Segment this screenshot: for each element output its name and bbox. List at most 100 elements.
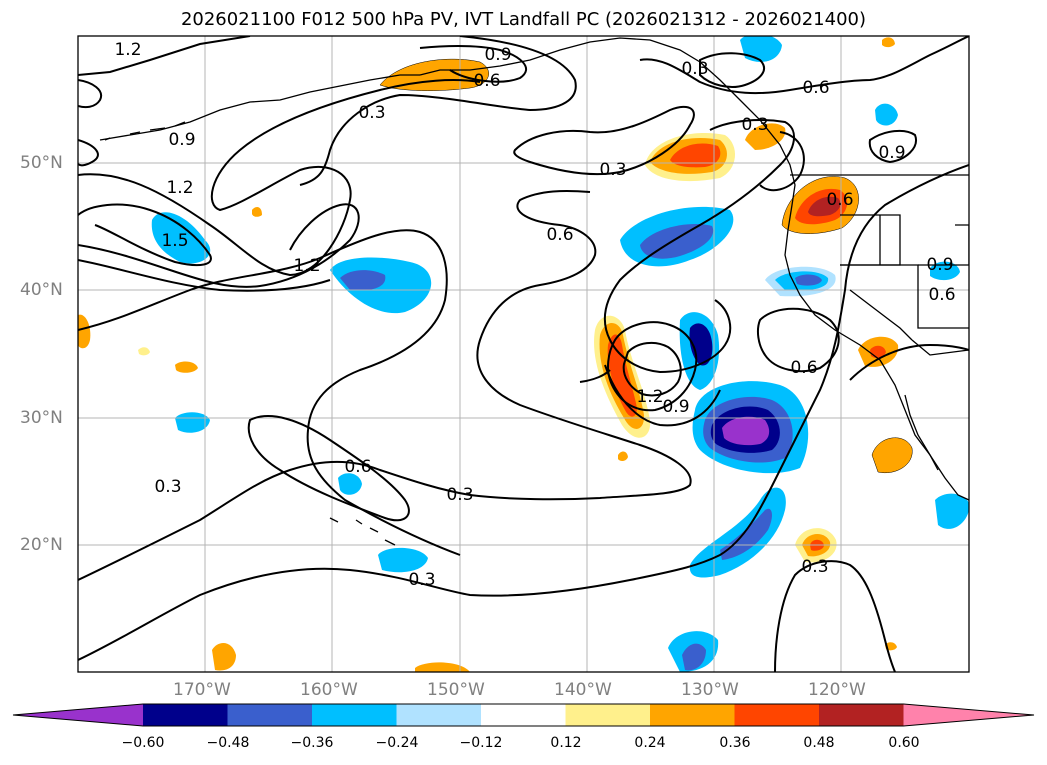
contour-line — [78, 79, 103, 109]
colorbar-segment — [734, 704, 820, 726]
negative-anomaly — [378, 547, 428, 573]
contour-label: 1.5 — [161, 231, 188, 251]
contour-label: 1.2 — [114, 40, 141, 60]
colorbar-tick: 0.24 — [634, 735, 666, 751]
negative-anomaly — [722, 416, 770, 446]
state-borders — [849, 289, 913, 341]
contour-line — [699, 52, 765, 88]
negative-anomaly — [689, 487, 786, 578]
lat-label-40n: 40°N — [20, 280, 63, 300]
negative-anomaly — [740, 36, 782, 62]
colorbar-tick: −0.12 — [459, 735, 503, 751]
contour-label: 0.3 — [408, 570, 435, 590]
colorbar-extension-min — [13, 704, 143, 726]
lon-label-150w: 150°W — [427, 680, 485, 700]
contour-line — [604, 364, 721, 427]
colorbar-extension-max — [903, 704, 1034, 726]
contour-line — [247, 415, 410, 522]
negative-anomaly — [151, 212, 211, 264]
contour-line — [78, 229, 461, 556]
contour-line — [78, 203, 212, 267]
contour-line — [607, 321, 698, 412]
colorbar — [12, 703, 1035, 727]
negative-anomaly — [935, 493, 969, 529]
positive-anomaly — [871, 437, 913, 474]
lon-label-120w: 120°W — [808, 680, 866, 700]
positive-anomaly — [415, 662, 470, 672]
pv-shading — [78, 36, 969, 672]
lat-label-20n: 20°N — [20, 535, 63, 555]
positive-anomaly — [607, 334, 637, 417]
colorbar-segment — [481, 704, 567, 726]
contour-line — [78, 139, 99, 167]
positive-anomaly — [78, 314, 91, 349]
contour-label: 0.3 — [446, 485, 473, 505]
lon-label-130w: 130°W — [681, 680, 739, 700]
contour-label: 0.3 — [741, 115, 768, 135]
state-borders — [955, 224, 969, 265]
alaska-coast — [99, 74, 420, 141]
negative-anomaly — [175, 412, 210, 433]
negative-anomaly — [340, 270, 386, 291]
colorbar-tick: 0.36 — [719, 735, 751, 751]
contour-label: 0.6 — [546, 225, 573, 245]
colorbar-tick: −0.60 — [121, 735, 165, 751]
contour-label: 0.9 — [662, 397, 689, 417]
contour-line — [78, 203, 360, 288]
colorbar-tick: 0.60 — [888, 735, 920, 751]
lon-label-170w: 170°W — [173, 680, 231, 700]
contour-line — [579, 369, 611, 383]
positive-anomaly — [808, 196, 841, 217]
contour-label: 0.6 — [790, 358, 817, 378]
contour-label: 0.6 — [473, 71, 500, 91]
contour-line — [78, 189, 692, 581]
contour-line — [419, 45, 528, 83]
colorbar-tick: −0.24 — [375, 735, 419, 751]
negative-anomaly — [795, 274, 822, 286]
contour-label: 0.3 — [358, 103, 385, 123]
contour-label: 0.6 — [344, 457, 371, 477]
positive-anomaly — [379, 58, 489, 91]
lon-label-140w: 140°W — [554, 680, 612, 700]
negative-anomaly — [338, 473, 362, 495]
colorbar-segment — [143, 704, 229, 726]
lat-label-30n: 30°N — [20, 408, 63, 428]
contour-line — [299, 36, 577, 186]
contour-label: 0.9 — [168, 130, 195, 150]
map-title: 2026021100 F012 500 hPa PV, IVT Landfall… — [180, 9, 867, 30]
contour-label: 1.2 — [293, 256, 320, 276]
contour-line — [78, 36, 251, 76]
contour-line — [756, 307, 840, 373]
colorbar-segment — [227, 704, 313, 726]
positive-anomaly — [882, 37, 895, 48]
contour-line — [513, 105, 695, 176]
contour-line — [603, 119, 795, 374]
contour-label: 0.3 — [801, 557, 828, 577]
contour-line — [639, 36, 969, 95]
contour-label: 0.3 — [599, 160, 626, 180]
contour-label: 0.6 — [802, 78, 829, 98]
pv-contours — [78, 36, 969, 672]
north-america-coast — [419, 37, 969, 501]
contour-label-layer: 1.2 0.9 0.6 0.3 0.9 0.3 0.3 0.6 1.2 1.5 … — [114, 40, 955, 590]
contour-label: 0.6 — [826, 190, 853, 210]
coastlines — [99, 37, 969, 546]
contour-label: 0.3 — [154, 477, 181, 497]
hawaii-islands — [329, 517, 396, 546]
contour-line — [78, 164, 969, 661]
colorbar-segment — [396, 704, 482, 726]
contour-line — [759, 131, 805, 192]
negative-anomaly — [720, 508, 772, 560]
state-borders — [840, 264, 969, 329]
contour-label: 0.9 — [926, 255, 953, 275]
positive-anomaly — [618, 451, 628, 462]
colorbar-segment — [312, 704, 398, 726]
colorbar-tick: 0.48 — [803, 735, 835, 751]
positive-anomaly — [212, 643, 236, 671]
baja-peninsula — [904, 394, 939, 471]
contour-line — [868, 129, 917, 164]
colorbar-tick: −0.48 — [206, 735, 250, 751]
positive-anomaly — [745, 123, 786, 150]
colorbar-segment — [650, 704, 736, 726]
contour-label: 0.9 — [484, 45, 511, 65]
